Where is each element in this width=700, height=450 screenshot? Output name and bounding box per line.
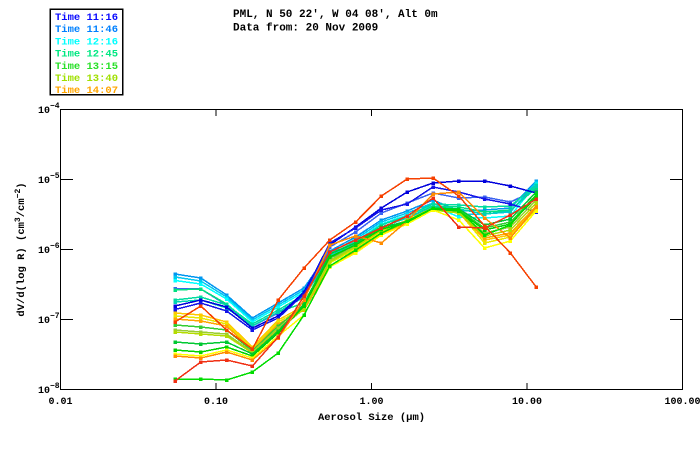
svg-text:1.00: 1.00 [359,397,383,408]
svg-text:10: 10 [38,386,50,397]
svg-text:100.00: 100.00 [664,397,700,408]
svg-text:dV/d(log R) (cm3/cm−2): dV/d(log R) (cm3/cm−2) [14,182,28,316]
svg-text:10: 10 [38,106,50,117]
svg-text:10: 10 [38,176,50,187]
svg-text:10: 10 [38,246,50,257]
svg-text:−8: −8 [50,382,60,391]
svg-text:Aerosol Size (μm): Aerosol Size (μm) [318,412,425,424]
svg-text:0.01: 0.01 [48,397,72,408]
svg-text:10: 10 [38,316,50,327]
svg-text:−6: −6 [50,242,60,251]
svg-text:Time 14:07: Time 14:07 [55,85,118,97]
svg-text:Data from: 20 Nov 2009: Data from: 20 Nov 2009 [233,23,378,35]
svg-text:PML, N 50 22', W 04 08', Alt 0: PML, N 50 22', W 04 08', Alt 0m [233,9,438,21]
svg-text:10.00: 10.00 [512,397,542,408]
svg-text:Time 12:16: Time 12:16 [55,36,118,48]
svg-text:Time 12:45: Time 12:45 [55,49,118,61]
svg-text:−4: −4 [50,102,60,111]
svg-text:−7: −7 [50,312,60,321]
svg-text:Time 13:40: Time 13:40 [55,73,118,85]
svg-text:0.10: 0.10 [204,397,228,408]
svg-text:Time 11:46: Time 11:46 [55,24,118,36]
svg-text:−5: −5 [50,172,60,181]
svg-text:Time 13:15: Time 13:15 [55,61,118,73]
svg-text:Time 11:16: Time 11:16 [55,12,118,24]
